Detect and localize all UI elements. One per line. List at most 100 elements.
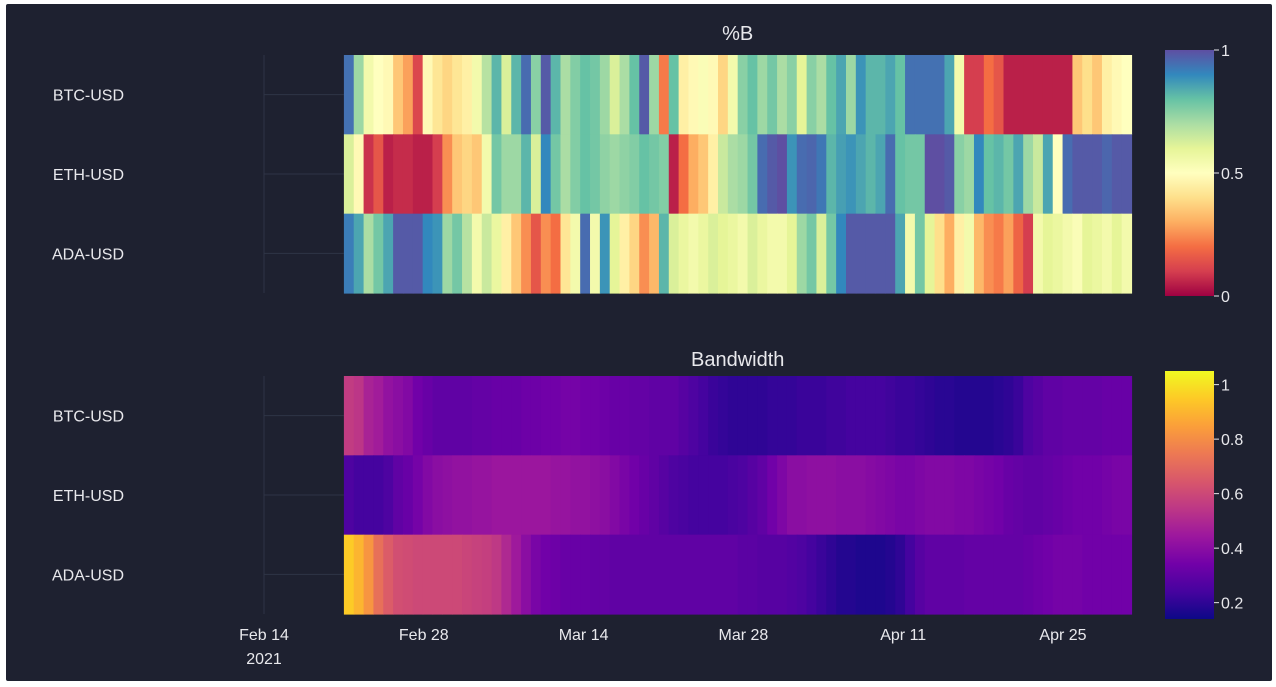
heatmap-cell — [1062, 376, 1074, 456]
heatmap-cell — [708, 134, 719, 215]
heatmap-cell — [629, 134, 640, 215]
heatmap-cell — [540, 534, 552, 615]
heatmap-cell — [373, 376, 384, 456]
heatmap-cell — [895, 534, 906, 615]
heatmap-cell — [343, 455, 355, 536]
heatmap-cell — [560, 55, 571, 135]
heatmap-cell — [845, 55, 857, 135]
heatmap-cell — [353, 55, 365, 135]
heatmap-cell — [964, 534, 975, 615]
heatmap-cell — [964, 376, 975, 456]
heatmap-cell — [727, 376, 739, 456]
heatmap-cell — [481, 376, 493, 456]
heatmap-cell — [511, 534, 522, 615]
x-tick-year-label: 2021 — [246, 651, 282, 668]
heatmap-cell — [530, 213, 542, 294]
heatmap-cell — [826, 213, 837, 294]
heatmap-cell — [1082, 134, 1093, 215]
heatmap-cell — [796, 134, 808, 215]
heatmap-cell — [816, 455, 827, 536]
heatmap-cell — [905, 134, 916, 215]
heatmap-cell — [422, 55, 434, 135]
heatmap-cell — [550, 376, 562, 456]
heatmap-cell — [1042, 134, 1054, 215]
y-tick-label: BTC-USD — [53, 409, 124, 426]
heatmap-cell — [422, 455, 434, 536]
heatmap-cell — [678, 213, 690, 294]
heatmap-cell — [826, 376, 837, 456]
heatmap-cell — [964, 213, 975, 294]
heatmap-cell — [373, 213, 384, 294]
heatmap-cell — [422, 376, 434, 456]
heatmap-cell — [914, 55, 926, 135]
heatmap-cell — [1092, 213, 1103, 294]
colorbar-tick-label: 0.4 — [1221, 541, 1243, 558]
heatmap-cell — [944, 55, 955, 135]
heatmap-cell — [983, 134, 995, 215]
heatmap-cell — [491, 376, 503, 456]
heatmap-cell — [570, 455, 581, 536]
heatmap-cell — [1101, 55, 1113, 135]
heatmap-cell — [1023, 134, 1034, 215]
heatmap-cell — [530, 534, 542, 615]
heatmap-cell — [718, 134, 729, 215]
heatmap-cell — [688, 213, 699, 294]
heatmap-cell — [481, 534, 493, 615]
heatmap-cell — [1072, 55, 1083, 135]
heatmap-cell — [737, 534, 749, 615]
heatmap-cell — [1092, 134, 1103, 215]
colorbar-tick-label: 0.5 — [1221, 166, 1243, 183]
heatmap-cell — [855, 534, 867, 615]
heatmap-cell — [619, 376, 630, 456]
heatmap-cell — [452, 534, 463, 615]
heatmap-cell — [983, 376, 995, 456]
chart-title: %B — [722, 23, 753, 45]
heatmap-cell — [934, 534, 946, 615]
heatmap-cell — [402, 376, 414, 456]
heatmap-cell — [590, 534, 601, 615]
heatmap-cell — [747, 534, 758, 615]
heatmap-cell — [954, 134, 965, 215]
heatmap-cell — [609, 534, 621, 615]
heatmap-cell — [727, 55, 739, 135]
colorbar-tick-label: 0.2 — [1221, 596, 1243, 613]
heatmap-cell — [658, 534, 670, 615]
heatmap-cell — [1033, 55, 1044, 135]
y-tick-label: ETH-USD — [53, 167, 124, 184]
heatmap-cell — [363, 376, 375, 456]
heatmap-cell — [688, 534, 699, 615]
heatmap-cell — [560, 534, 571, 615]
heatmap-cell — [973, 55, 985, 135]
heatmap-cell — [895, 455, 906, 536]
heatmap-cell — [1111, 534, 1123, 615]
heatmap-cell — [914, 213, 926, 294]
heatmap-cell — [363, 455, 375, 536]
heatmap-cell — [649, 213, 660, 294]
heatmap-cell — [1013, 213, 1024, 294]
heatmap-cell — [393, 55, 404, 135]
heatmap-cell — [550, 55, 562, 135]
heatmap-cell — [786, 376, 798, 456]
heatmap-cell — [895, 213, 906, 294]
heatmap-cell — [1072, 455, 1083, 536]
heatmap-cell — [718, 213, 729, 294]
heatmap-cell — [973, 376, 985, 456]
heatmap-cell — [796, 534, 808, 615]
heatmap-cell — [826, 134, 837, 215]
heatmap-cell — [1013, 134, 1024, 215]
heatmap-cell — [501, 213, 512, 294]
heatmap-cell — [964, 455, 975, 536]
heatmap-cell — [678, 376, 690, 456]
heatmap-cell — [668, 534, 680, 615]
heatmap-cell — [678, 455, 690, 536]
heatmap-cell — [658, 55, 670, 135]
heatmap-cell — [934, 213, 946, 294]
heatmap-cell — [649, 534, 660, 615]
heatmap-cell — [639, 134, 650, 215]
heatmap-cell — [511, 213, 522, 294]
heatmap-cell — [806, 534, 818, 615]
heatmap-cell — [914, 455, 926, 536]
heatmap-cell — [954, 455, 965, 536]
heatmap-cell — [550, 455, 562, 536]
heatmap-cell — [590, 455, 601, 536]
